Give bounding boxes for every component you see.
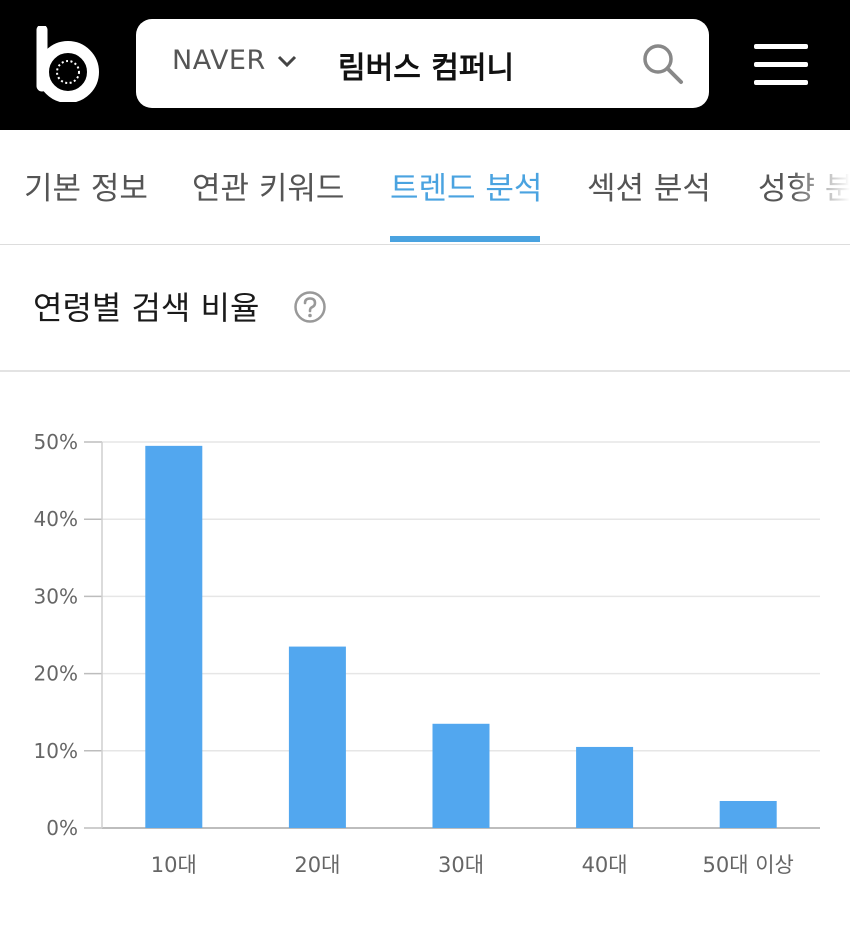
- y-tick-label: 20%: [34, 662, 78, 686]
- bar[interactable]: [719, 800, 777, 828]
- x-tick-label: 10대: [151, 853, 197, 877]
- section-title: 연령별 검색 비율: [33, 289, 260, 327]
- bar[interactable]: [576, 746, 634, 828]
- y-tick-label: 0%: [46, 816, 78, 840]
- tab-section-analysis[interactable]: 섹션 분석: [587, 171, 711, 207]
- tab-related-keywords[interactable]: 연관 키워드: [192, 171, 345, 207]
- x-tick-label: 30대: [438, 853, 484, 877]
- hamburger-menu-icon[interactable]: [754, 42, 808, 86]
- y-tick-label: 50%: [34, 430, 78, 454]
- b-logo-icon[interactable]: [34, 26, 100, 102]
- x-tick-label: 50대 이상: [703, 853, 794, 877]
- search-box[interactable]: NAVER 림버스 컴퍼니: [136, 19, 709, 108]
- search-engine-select[interactable]: NAVER: [172, 45, 266, 76]
- search-icon[interactable]: [640, 41, 684, 85]
- search-query[interactable]: 림버스 컴퍼니: [338, 51, 515, 86]
- section-divider: [0, 370, 850, 372]
- tab-trend-analysis[interactable]: 트렌드 분석: [390, 171, 543, 207]
- y-tick-label: 10%: [34, 739, 78, 763]
- tab-fade: [790, 131, 850, 243]
- y-tick-label: 40%: [34, 507, 78, 531]
- help-icon[interactable]: [293, 290, 327, 324]
- bar[interactable]: [145, 445, 203, 828]
- bar[interactable]: [432, 723, 490, 828]
- top-bar: NAVER 림버스 컴퍼니: [0, 0, 850, 130]
- active-tab-indicator: [390, 236, 540, 242]
- x-tick-label: 40대: [582, 853, 628, 877]
- tab-bar: 기본 정보 연관 키워드 트렌드 분석 섹션 분석 성향 분: [0, 131, 850, 245]
- chevron-down-icon[interactable]: [276, 54, 298, 70]
- age-bar-chart: 0% 10% 20% 30% 40% 50% 10대 20대 30대 40대 50대 이상: [34, 430, 820, 877]
- y-tick-label: 30%: [34, 584, 78, 608]
- x-tick-label: 20대: [294, 853, 340, 877]
- bar[interactable]: [288, 646, 346, 828]
- tab-basic-info[interactable]: 기본 정보: [24, 171, 148, 207]
